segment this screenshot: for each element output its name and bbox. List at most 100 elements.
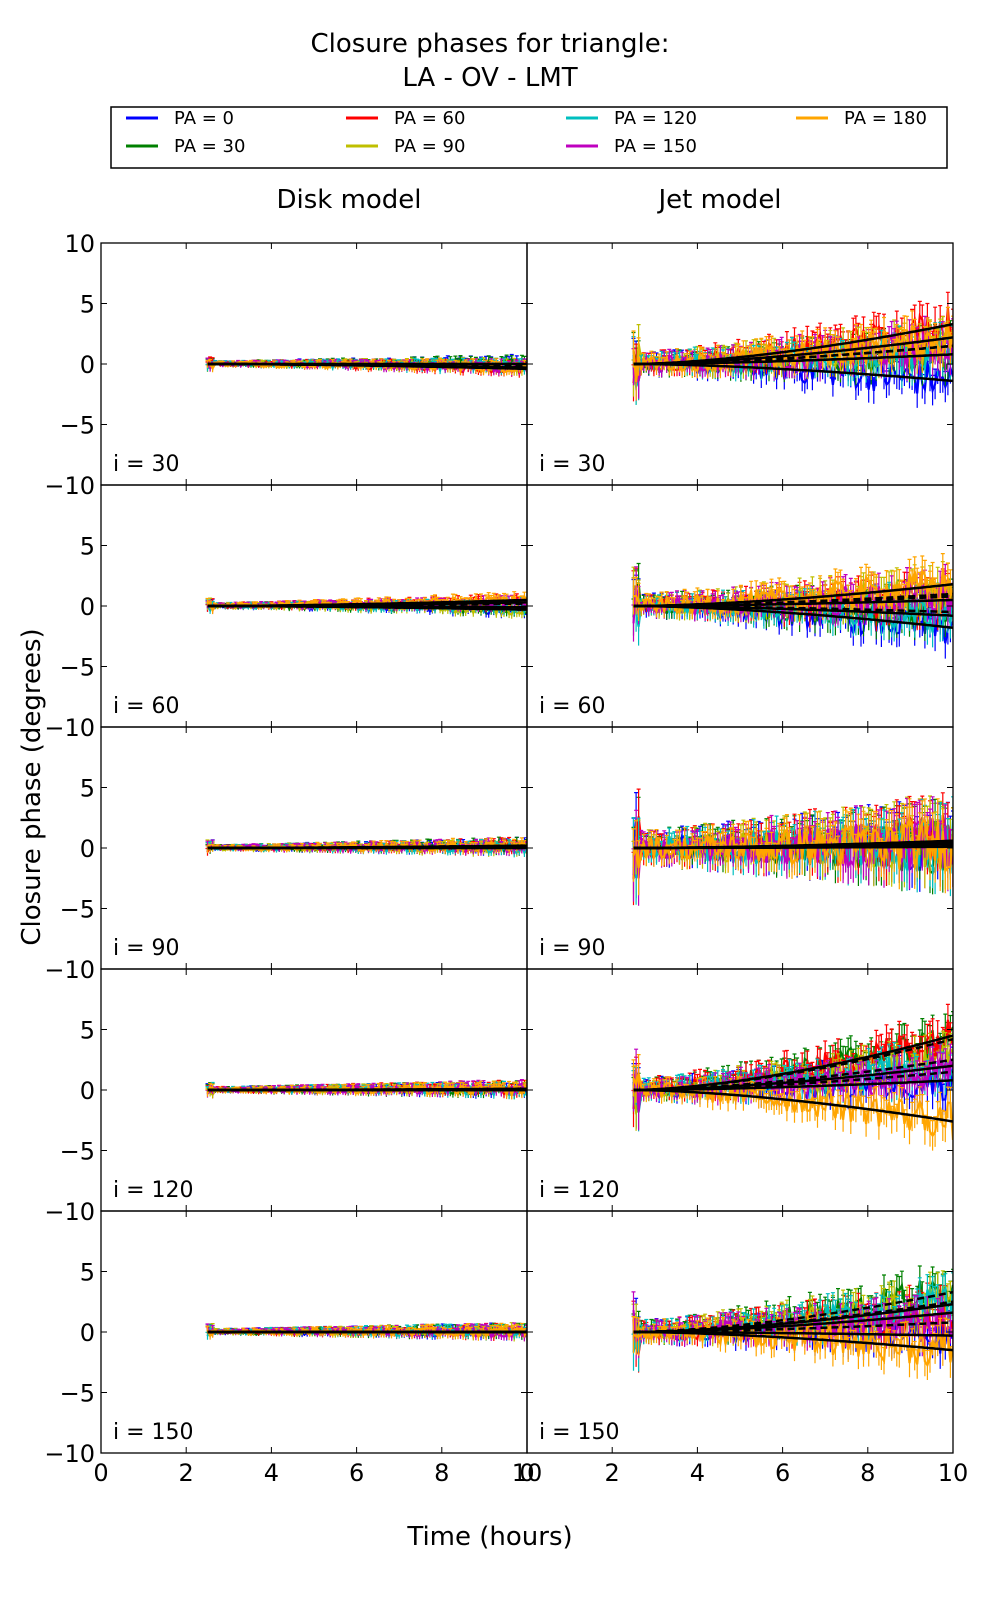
plot-area bbox=[631, 291, 953, 408]
plot-area bbox=[205, 353, 527, 378]
panel-label: i = 150 bbox=[539, 1420, 620, 1445]
y-tick-label: 5 bbox=[80, 775, 95, 803]
x-tick-label: 2 bbox=[179, 1459, 194, 1487]
panel-disk: −10 −5 0 5 i = 90 bbox=[44, 726, 528, 984]
column-title-jet: Jet model bbox=[656, 185, 781, 215]
panel-label: i = 150 bbox=[113, 1420, 194, 1445]
x-tick-label: 0 bbox=[93, 1459, 108, 1487]
model-curve bbox=[633, 1070, 953, 1092]
panel-label: i = 30 bbox=[539, 452, 606, 477]
model-curve bbox=[633, 604, 953, 617]
y-tick-label: 0 bbox=[80, 1077, 95, 1105]
legend-label: PA = 120 bbox=[614, 108, 697, 129]
panel-label: i = 60 bbox=[539, 694, 606, 719]
y-tick-label: −10 bbox=[44, 1198, 95, 1226]
x-tick-label: 8 bbox=[860, 1459, 875, 1487]
model-curve bbox=[633, 841, 953, 850]
plot-area bbox=[631, 788, 953, 906]
panel-jet: i = 30 bbox=[526, 242, 954, 486]
model-curve bbox=[633, 1290, 953, 1334]
panel-label: i = 30 bbox=[113, 452, 180, 477]
plot-area bbox=[205, 1322, 527, 1342]
y-tick-label: −5 bbox=[60, 1380, 95, 1408]
y-tick-label: −5 bbox=[60, 1138, 95, 1166]
y-tick-label: −10 bbox=[44, 472, 95, 500]
panel-jet: i = 120 bbox=[526, 968, 954, 1212]
legend-label: PA = 60 bbox=[394, 108, 465, 129]
model-curve bbox=[633, 1302, 953, 1334]
model-curve bbox=[633, 362, 953, 383]
panel-jet: i = 60 bbox=[526, 484, 954, 728]
series-line bbox=[632, 816, 953, 879]
x-tick-label: 2 bbox=[605, 1459, 620, 1487]
model-curve bbox=[633, 1034, 953, 1092]
legend-label: PA = 180 bbox=[844, 108, 927, 129]
x-tick-label: 6 bbox=[775, 1459, 790, 1487]
panel-label: i = 90 bbox=[539, 936, 606, 961]
y-tick-label: −10 bbox=[44, 714, 95, 742]
x-axis-label: Time (hours) bbox=[406, 1522, 572, 1552]
legend-label: PA = 150 bbox=[614, 136, 697, 157]
y-tick-label: −5 bbox=[60, 412, 95, 440]
y-tick-label: −5 bbox=[60, 654, 95, 682]
legend-label: PA = 90 bbox=[394, 136, 465, 157]
panel-disk: −10 −5 0 5 i = 120 bbox=[44, 968, 528, 1226]
plot-area bbox=[631, 1003, 953, 1156]
model-curve bbox=[207, 362, 527, 369]
plot-area bbox=[205, 591, 527, 619]
panel-jet: i = 90 bbox=[526, 726, 954, 970]
model-curve bbox=[633, 1088, 953, 1123]
y-tick-label: 0 bbox=[80, 835, 95, 863]
model-curve bbox=[633, 1321, 953, 1334]
chart-title-line2: LA - OV - LMT bbox=[402, 63, 577, 93]
panel-disk: −10 −5 0 5 0 2 4 6 8 10 i = 150 bbox=[44, 1210, 543, 1487]
y-tick-label: 0 bbox=[80, 351, 95, 379]
legend: PA = 0 PA = 30 PA = 60 PA = 90 PA = 120 PA = … bbox=[126, 108, 927, 157]
model-curve bbox=[633, 1064, 953, 1092]
x-tick-label: 4 bbox=[264, 1459, 279, 1487]
y-tick-label: 0 bbox=[80, 1319, 95, 1347]
model-curve bbox=[633, 1058, 953, 1092]
y-tick-label: −5 bbox=[60, 896, 95, 924]
model-curve bbox=[633, 595, 953, 608]
model-curve bbox=[633, 1330, 953, 1352]
panels-grid: −10 −5 0 5 10 i = 30 i = 30 −10 −5 0 5 i = 60 i = 60… bbox=[44, 230, 968, 1487]
series-line bbox=[632, 815, 953, 875]
panel-label: i = 120 bbox=[113, 1178, 194, 1203]
column-title-disk: Disk model bbox=[276, 185, 421, 215]
legend-label: PA = 30 bbox=[174, 136, 245, 157]
y-tick-label: 5 bbox=[80, 533, 95, 561]
x-tick-label: 6 bbox=[349, 1459, 364, 1487]
x-tick-label: 10 bbox=[512, 1459, 543, 1487]
plot-area bbox=[205, 836, 527, 858]
y-tick-label: 0 bbox=[80, 593, 95, 621]
panel-disk: −10 −5 0 5 i = 60 bbox=[44, 484, 528, 742]
y-tick-label: −10 bbox=[44, 956, 95, 984]
model-curve bbox=[633, 344, 953, 366]
plot-area bbox=[205, 1079, 527, 1100]
plot-area bbox=[631, 553, 953, 659]
panel-label: i = 60 bbox=[113, 694, 180, 719]
panel-label: i = 90 bbox=[113, 936, 180, 961]
panel-disk: −10 −5 0 5 10 i = 30 bbox=[44, 230, 528, 500]
series-line bbox=[633, 1321, 953, 1368]
legend-label: PA = 0 bbox=[174, 108, 234, 129]
y-tick-label: 5 bbox=[80, 291, 95, 319]
y-tick-label: −10 bbox=[44, 1440, 95, 1468]
panel-label: i = 120 bbox=[539, 1178, 620, 1203]
x-tick-label: 10 bbox=[938, 1459, 969, 1487]
y-tick-label: 10 bbox=[64, 230, 95, 258]
plot-area bbox=[631, 1265, 953, 1380]
panel-jet: 0 2 4 6 8 10 i = 150 bbox=[519, 1210, 969, 1487]
model-curve bbox=[633, 336, 953, 366]
x-tick-label: 4 bbox=[690, 1459, 705, 1487]
chart-title-line1: Closure phases for triangle: bbox=[311, 29, 670, 59]
model-curve bbox=[633, 582, 953, 608]
y-tick-label: 5 bbox=[80, 1259, 95, 1287]
x-tick-label: 8 bbox=[434, 1459, 449, 1487]
model-curve bbox=[207, 844, 527, 850]
y-tick-label: 5 bbox=[80, 1017, 95, 1045]
x-tick-label: 0 bbox=[519, 1459, 534, 1487]
